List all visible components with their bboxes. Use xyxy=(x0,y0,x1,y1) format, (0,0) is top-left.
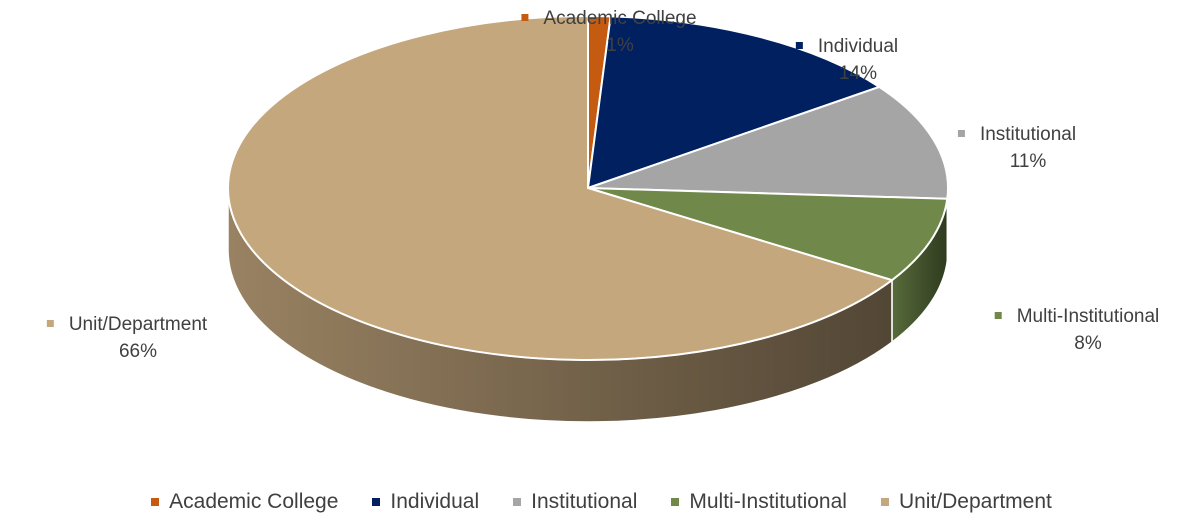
legend-item-unit-department: Unit/Department xyxy=(880,490,1052,514)
data-label-category: Multi-Institutional xyxy=(1017,306,1160,327)
legend: Academic College Individual Institutiona… xyxy=(0,488,1203,516)
data-label-value: 11% xyxy=(1010,151,1047,172)
legend-item-multi-institutional: Multi-Institutional xyxy=(671,490,847,514)
data-label-value: 1% xyxy=(606,35,634,56)
data-label-academic-college: Academic College 1% xyxy=(521,8,697,56)
pie-slice-multi-institutional xyxy=(587,187,949,282)
pie-slice-unit-department xyxy=(227,14,895,361)
legend-swatch xyxy=(151,498,160,506)
legend-label: Unit/Department xyxy=(898,490,1052,513)
pie-slice-individual xyxy=(586,15,882,190)
data-label-category: Institutional xyxy=(980,124,1076,145)
data-label-swatch xyxy=(795,42,803,49)
data-label-value: 8% xyxy=(1074,333,1102,354)
data-label-swatch xyxy=(46,320,54,327)
data-label-unit-department: Unit/Department 66% xyxy=(46,314,208,362)
data-label-multi-institutional: Multi-Institutional 8% xyxy=(994,306,1160,354)
data-label-value: 66% xyxy=(119,341,157,362)
legend-label: Multi-Institutional xyxy=(689,490,847,513)
legend-label: Institutional xyxy=(531,490,638,513)
legend-swatch xyxy=(671,498,680,506)
legend-item-individual: Individual xyxy=(372,490,479,514)
legend-label: Academic College xyxy=(169,490,339,513)
legend-item-academic-college: Academic College xyxy=(151,490,338,514)
data-label-institutional: Institutional 11% xyxy=(957,124,1076,172)
legend-swatch xyxy=(372,498,381,506)
legend-item-institutional: Institutional xyxy=(513,490,637,514)
data-label-category: Academic College xyxy=(543,8,696,29)
data-label-value: 14% xyxy=(839,63,877,84)
data-label-swatch xyxy=(994,312,1002,319)
data-label-category: Unit/Department xyxy=(69,314,208,335)
data-label-swatch xyxy=(521,14,529,21)
pie-slice-institutional xyxy=(587,85,949,200)
legend-swatch xyxy=(513,498,522,506)
pie-chart: Academic College 1% Individual 14% Instituti… xyxy=(46,8,1160,423)
data-label-swatch xyxy=(957,130,965,137)
data-label-individual: Individual 14% xyxy=(795,36,898,84)
data-label-category: Individual xyxy=(818,36,898,57)
legend-label: Individual xyxy=(390,490,480,513)
legend-swatch xyxy=(880,498,889,506)
